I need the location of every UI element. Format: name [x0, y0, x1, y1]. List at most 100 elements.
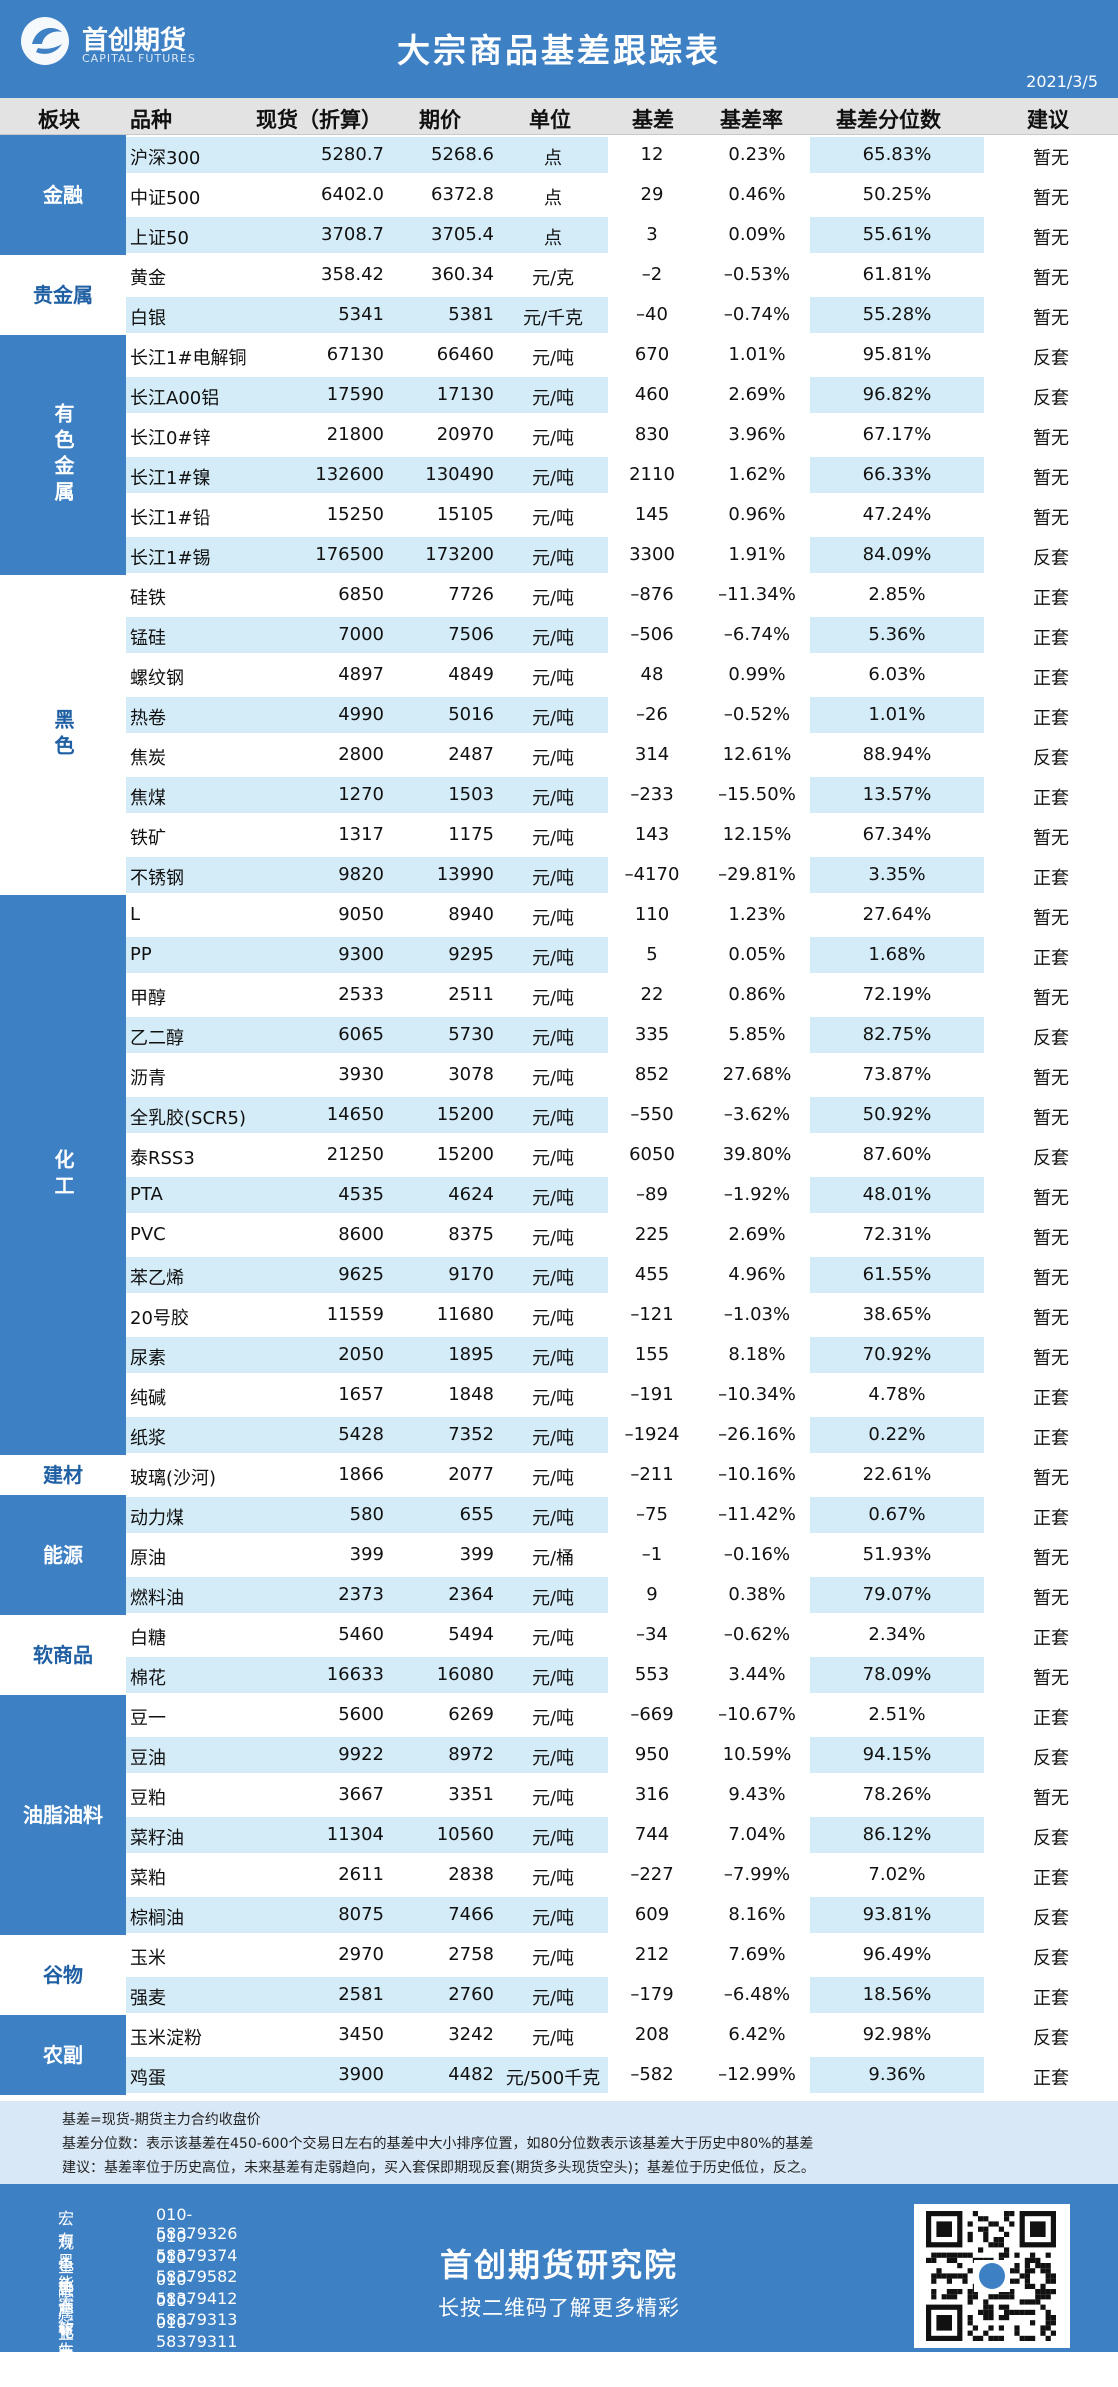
cell-unit: 元/吨: [531, 1188, 575, 1209]
cell-basis-rate: 0.23%: [728, 144, 786, 165]
cell-futures: 2364: [448, 1584, 494, 1605]
percentile-highlight: [810, 937, 984, 973]
col-header-percentile: 基差分位数: [836, 108, 941, 132]
cell-unit: 元/桶: [531, 1548, 575, 1569]
cell-basis-rate: 10.59%: [722, 1744, 792, 1765]
cell-advice: 暂无: [1033, 1228, 1069, 1249]
table-row: 泰RSS3 21250 15200 元/吨 6050 39.80% 87.60% 反套: [126, 1135, 1118, 1175]
qr-code-icon[interactable]: [914, 2204, 1070, 2348]
cell-basis: –191: [630, 1384, 674, 1405]
sector-label: 软商品: [0, 1615, 126, 1695]
cell-unit: 元/吨: [531, 828, 575, 849]
sector-label: 建材: [0, 1455, 126, 1495]
table-row: 乙二醇 6065 5730 元/吨 335 5.85% 82.75% 反套: [126, 1015, 1118, 1055]
row-highlight: [126, 1177, 608, 1213]
cell-basis: –1: [641, 1544, 663, 1565]
cell-spot: 358.42: [321, 264, 384, 285]
cell-futures: 17130: [436, 384, 494, 405]
cell-unit: 元/吨: [531, 388, 575, 409]
cell-basis-rate: 0.86%: [728, 984, 786, 1005]
cell-basis-rate: 2.69%: [728, 384, 786, 405]
cell-futures: 9295: [448, 944, 494, 965]
table-row: 原油 399 399 元/桶 –1 –0.16% 51.93% 暂无: [126, 1535, 1118, 1575]
percentile-highlight: [810, 1817, 984, 1853]
cell-advice: 暂无: [1033, 1188, 1069, 1209]
cell-futures: 655: [459, 1504, 494, 1525]
table-row: 菜籽油 11304 10560 元/吨 744 7.04% 86.12% 反套: [126, 1815, 1118, 1855]
cell-name: 20号胶: [130, 1308, 189, 1329]
cell-percentile: 2.85%: [868, 584, 926, 605]
percentile-highlight: [810, 1017, 984, 1053]
cell-futures: 20970: [436, 424, 494, 445]
cell-futures: 7506: [448, 624, 494, 645]
percentile-highlight: [810, 1497, 984, 1533]
cell-futures: 2077: [448, 1464, 494, 1485]
row-highlight: [126, 1977, 608, 2013]
cell-unit: 元/吨: [531, 1708, 575, 1729]
cell-futures: 5268.6: [431, 144, 494, 165]
cell-advice: 暂无: [1033, 188, 1069, 209]
percentile-highlight: [810, 297, 984, 333]
row-highlight: [126, 1817, 608, 1853]
cell-advice: 反套: [1033, 348, 1069, 369]
cell-spot: 6850: [338, 584, 384, 605]
cell-name: 沪深300: [130, 148, 201, 169]
cell-advice: 暂无: [1033, 1468, 1069, 1489]
cell-name: 菜籽油: [130, 1828, 184, 1849]
cell-percentile: 61.81%: [862, 264, 932, 285]
cell-percentile: 70.92%: [862, 1344, 932, 1365]
cell-basis: –550: [630, 1104, 674, 1125]
cell-spot: 3930: [338, 1064, 384, 1085]
cell-futures: 1848: [448, 1384, 494, 1405]
percentile-highlight: [810, 1417, 984, 1453]
cell-percentile: 66.33%: [862, 464, 932, 485]
table-row: 长江A00铝 17590 17130 元/吨 460 2.69% 96.82% 反套: [126, 375, 1118, 415]
row-highlight: [126, 937, 608, 973]
cell-percentile: 67.34%: [862, 824, 932, 845]
cell-advice: 反套: [1033, 2028, 1069, 2049]
row-highlight: [126, 377, 608, 413]
cell-futures: 8940: [448, 904, 494, 925]
cell-spot: 580: [349, 1504, 384, 1525]
cell-spot: 9922: [338, 1744, 384, 1765]
cell-advice: 正套: [1033, 708, 1069, 729]
cell-unit: 元/吨: [531, 1388, 575, 1409]
cell-basis-rate: –3.62%: [723, 1104, 791, 1125]
cell-spot: 2611: [338, 1864, 384, 1885]
cell-advice: 暂无: [1033, 1068, 1069, 1089]
cell-basis-rate: –0.62%: [723, 1624, 791, 1645]
cell-basis: 110: [634, 904, 670, 925]
cell-advice: 暂无: [1033, 308, 1069, 329]
cell-name: 豆粕: [130, 1788, 166, 1809]
contact-phone: 010-58379582: [156, 2248, 238, 2286]
percentile-highlight: [810, 777, 984, 813]
table-row: 动力煤 580 655 元/吨 –75 –11.42% 0.67% 正套: [126, 1495, 1118, 1535]
table-row: 沥青 3930 3078 元/吨 852 27.68% 73.87% 暂无: [126, 1055, 1118, 1095]
cell-unit: 元/吨: [531, 1108, 575, 1129]
cell-basis: 9: [646, 1584, 658, 1605]
cell-basis-rate: –0.74%: [723, 304, 791, 325]
cell-basis: 208: [634, 2024, 670, 2045]
cell-basis: –506: [630, 624, 674, 645]
cell-basis: –669: [630, 1704, 674, 1725]
cell-basis-rate: –6.48%: [723, 1984, 791, 2005]
cell-advice: 反套: [1033, 1148, 1069, 1169]
cell-advice: 暂无: [1033, 1668, 1069, 1689]
cell-unit: 元/吨: [531, 1068, 575, 1089]
table-row: 不锈钢 9820 13990 元/吨 –4170 –29.81% 3.35% 正套: [126, 855, 1118, 895]
cell-futures: 8375: [448, 1224, 494, 1245]
cell-spot: 2373: [338, 1584, 384, 1605]
cell-basis-rate: –10.16%: [718, 1464, 796, 1485]
cell-futures: 3078: [448, 1064, 494, 1085]
cell-futures: 8972: [448, 1744, 494, 1765]
cell-futures: 1175: [448, 824, 494, 845]
table-row: 纯碱 1657 1848 元/吨 –191 –10.34% 4.78% 正套: [126, 1375, 1118, 1415]
row-highlight: [126, 1417, 608, 1453]
cell-unit: 元/500千克: [505, 2068, 601, 2089]
cell-unit: 元/吨: [531, 1748, 575, 1769]
cell-advice: 暂无: [1033, 148, 1069, 169]
cell-basis: 2110: [629, 464, 675, 485]
cell-spot: 8600: [338, 1224, 384, 1245]
cell-percentile: 2.51%: [868, 1704, 926, 1725]
cell-basis-rate: 12.15%: [722, 824, 792, 845]
